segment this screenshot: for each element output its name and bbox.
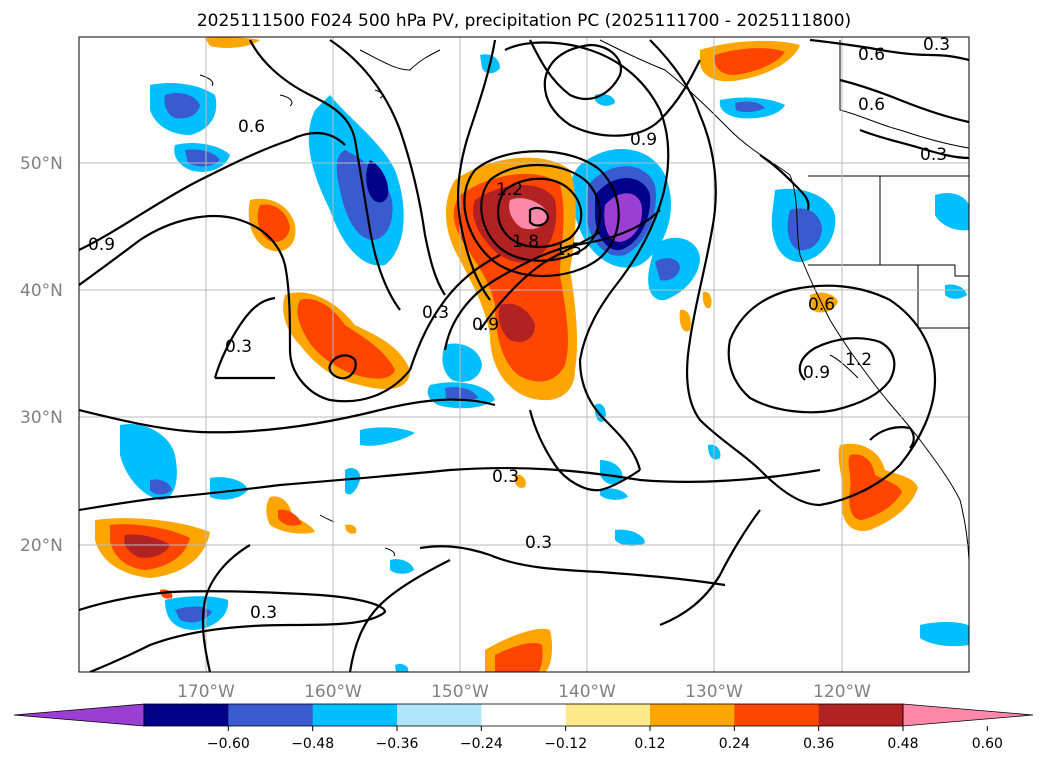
colorbar-tick-label: −0.60: [207, 736, 250, 752]
colorbar-tick-label: 0.48: [887, 736, 918, 752]
colorbar-swatch: [650, 704, 735, 726]
lat-label: 20°N: [20, 536, 63, 556]
contour-label: 0.9: [630, 130, 657, 150]
gridlines: [79, 37, 969, 672]
colorbar-tick-label: 0.36: [803, 736, 834, 752]
contour-label: 0.3: [492, 467, 519, 487]
contour-label: 0.6: [858, 95, 885, 115]
contour-label: 0.9: [803, 363, 830, 383]
colorbar-swatch: [312, 704, 398, 726]
colorbar-swatch: [397, 704, 482, 726]
lon-label: 150°W: [431, 682, 489, 702]
colorbar-extend-high: [902, 703, 1034, 727]
contour-label: 0.3: [225, 337, 252, 357]
pv-contours: [79, 38, 969, 672]
negative-precip-shading: [120, 54, 969, 672]
colorbar-swatch: [734, 704, 820, 726]
longitude-axis: 170°W 160°W 150°W 140°W 130°W 120°W: [177, 682, 871, 702]
colorbar-swatch: [565, 704, 651, 726]
lat-label: 50°N: [20, 154, 63, 174]
colorbar-tick-label: 0.60: [972, 736, 1003, 752]
colorbar-swatch: [228, 704, 314, 726]
colorbar-swatch: [818, 704, 904, 726]
contour-label: 0.3: [920, 145, 947, 165]
colorbar-frame: [143, 703, 904, 727]
lon-label: 170°W: [177, 682, 235, 702]
contour-label: 0.3: [422, 303, 449, 323]
colorbar-extend-low: [13, 703, 145, 727]
contour-label: 1.8: [512, 232, 539, 252]
colorbar-tick-label: −0.24: [460, 736, 503, 752]
lon-label: 120°W: [813, 682, 871, 702]
contour-label: 0.9: [88, 235, 115, 255]
colorbar-tick-label: −0.12: [544, 736, 587, 752]
lon-label: 140°W: [558, 682, 616, 702]
contour-label: 0.3: [923, 35, 950, 55]
contour-label: 0.3: [250, 603, 277, 623]
contour-label: 1.2: [496, 180, 523, 200]
map-frame: [78, 36, 970, 673]
lon-label: 160°W: [304, 682, 362, 702]
colorbar-swatches: [13, 703, 1034, 727]
colorbar-tick-label: 0.24: [719, 736, 750, 752]
colorbar: −0.60 −0.48 −0.36 −0.24 −0.12 0.12 0.24 0.36 0.4…: [13, 703, 1034, 752]
lat-label: 40°N: [20, 281, 63, 301]
colorbar-swatch: [481, 704, 567, 726]
colorbar-swatch: [144, 704, 229, 726]
contour-label: 0.9: [472, 315, 499, 335]
colorbar-ticks: −0.60 −0.48 −0.36 −0.24 −0.12 0.12 0.24 0.36 0.4…: [207, 726, 1003, 752]
colorbar-tick-label: −0.48: [291, 736, 334, 752]
map-panel: 0.3 0.3 0.3 0.3 0.3 0.3 0.3 0.6 0.6 0.6 …: [78, 35, 970, 673]
contour-labels: 0.3 0.3 0.3 0.3 0.3 0.3 0.3 0.6 0.6 0.6 …: [88, 35, 950, 623]
contour-label: 1.2: [845, 350, 872, 370]
contour-label: 0.6: [858, 45, 885, 65]
lon-label: 130°W: [685, 682, 743, 702]
contour-label: 0.3: [525, 533, 552, 553]
figure-title: 2025111500 F024 500 hPa PV, precipitatio…: [197, 11, 851, 31]
latitude-axis: 50°N 40°N 30°N 20°N: [20, 154, 63, 556]
colorbar-tick-label: −0.36: [376, 736, 419, 752]
lat-label: 30°N: [20, 408, 63, 428]
contour-label: 0.6: [808, 295, 835, 315]
colorbar-tick-label: 0.12: [634, 736, 665, 752]
contour-label: 0.6: [238, 117, 265, 137]
contour-label: 1.5: [555, 240, 582, 260]
